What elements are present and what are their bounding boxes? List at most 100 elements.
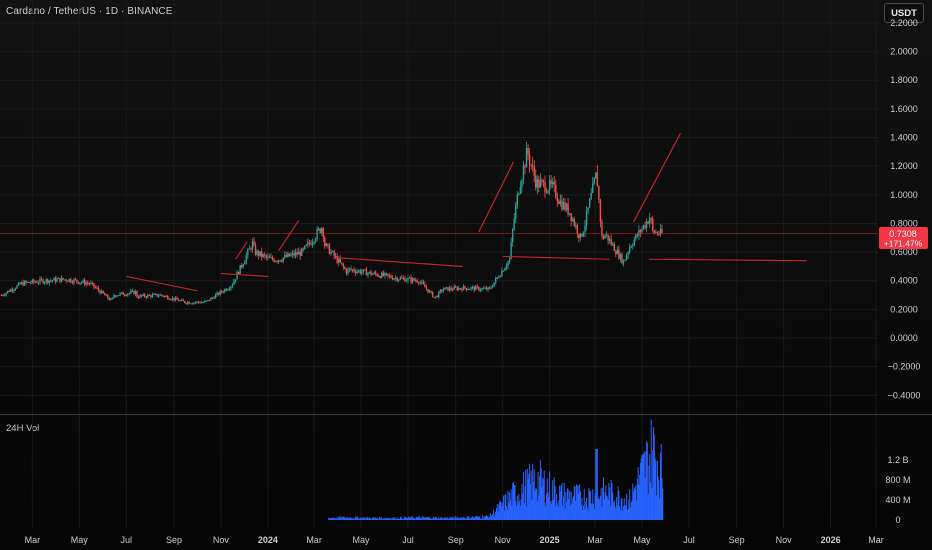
- candle-body: [105, 294, 107, 296]
- candle-body: [139, 295, 141, 298]
- candle-body: [556, 197, 559, 202]
- volume-bar: [537, 471, 539, 520]
- volume-bar: [383, 518, 385, 520]
- volume-bar: [636, 479, 638, 520]
- candle-body: [619, 254, 622, 259]
- candle-body: [301, 248, 303, 256]
- volume-bar: [630, 502, 632, 520]
- currency-button[interactable]: USDT: [884, 3, 924, 23]
- candle-body: [433, 297, 435, 299]
- trendline[interactable]: [235, 241, 248, 260]
- candle-body: [590, 193, 592, 200]
- candle-body: [128, 293, 131, 295]
- volume-bar: [452, 516, 454, 520]
- volume-bar: [419, 517, 421, 520]
- candle-body: [555, 184, 557, 198]
- volume-bar: [504, 494, 506, 520]
- volume-bar: [395, 519, 397, 520]
- candle-body: [516, 194, 518, 206]
- trendline[interactable]: [648, 258, 807, 262]
- volume-bar: [414, 517, 416, 520]
- candle-body: [241, 264, 243, 267]
- trendline[interactable]: [502, 255, 610, 260]
- time-tick: Mar: [306, 535, 322, 545]
- volume-bar: [479, 516, 481, 520]
- volume-bar: [433, 518, 435, 520]
- candle-body: [108, 298, 111, 300]
- volume-bar: [523, 503, 525, 520]
- volume-bar: [532, 481, 534, 520]
- candle-body: [211, 297, 214, 299]
- candle-body: [271, 257, 274, 260]
- trendline[interactable]: [337, 257, 463, 267]
- candle-body: [331, 251, 334, 253]
- volume-bar: [358, 519, 360, 520]
- candle-body: [575, 225, 577, 227]
- volume-bar: [400, 516, 402, 520]
- volume-axis[interactable]: 1.2 B 800 M 400 M 0: [885, 455, 910, 525]
- volume-bar: [613, 502, 615, 520]
- volume-bar: [616, 505, 618, 520]
- candle-body: [239, 264, 241, 275]
- volume-bar: [469, 517, 471, 520]
- candle-body: [165, 295, 167, 297]
- candle-body: [362, 269, 365, 272]
- volume-bar: [377, 518, 379, 520]
- candle-body: [0, 295, 3, 297]
- candle-body: [513, 218, 515, 230]
- price-tick: 1.8000: [890, 75, 918, 85]
- volume-bar: [574, 486, 576, 520]
- candle-body: [624, 259, 626, 262]
- candle-body: [311, 242, 314, 245]
- volume-bar: [646, 443, 648, 520]
- volume-bar: [341, 518, 343, 520]
- candle-body: [103, 293, 106, 296]
- volume-bar: [397, 518, 399, 520]
- candle-body: [140, 295, 143, 297]
- candle-body: [582, 232, 585, 237]
- candle-body: [564, 202, 566, 210]
- volume-bar: [385, 518, 387, 520]
- time-axis[interactable]: Mar May Jul Sep Nov 2024 Mar May Jul Sep Nov 2025 Ma…: [25, 535, 884, 545]
- volume-bar: [393, 518, 395, 520]
- volume-bar: [617, 486, 619, 520]
- volume-bar: [335, 518, 337, 520]
- volume-bar: [654, 457, 656, 520]
- candle-body: [56, 279, 58, 282]
- volume-bar: [640, 458, 642, 520]
- candle-body: [313, 241, 315, 243]
- price-axis[interactable]: 2.2000 2.0000 1.8000 1.6000 1.4000 1.2000 1.00…: [888, 18, 921, 400]
- trendline[interactable]: [633, 132, 681, 223]
- volume-bar: [435, 517, 437, 520]
- candle-body: [635, 234, 637, 240]
- trendline[interactable]: [220, 273, 268, 277]
- candle-body: [37, 282, 40, 284]
- candle-body: [485, 287, 488, 290]
- volume-bar: [619, 509, 621, 520]
- volume-bar: [490, 516, 492, 520]
- candle-body: [231, 284, 234, 287]
- volume-bar: [526, 506, 528, 520]
- volume-bar: [494, 513, 496, 520]
- volume-bar: [626, 510, 628, 520]
- trendline[interactable]: [126, 275, 198, 292]
- volume-bar: [489, 513, 491, 520]
- candle-body: [14, 288, 17, 290]
- volume-bar: [444, 518, 446, 520]
- candle-body: [650, 218, 652, 220]
- candle-body: [116, 295, 118, 297]
- volume-bar: [551, 500, 553, 520]
- volume-bar: [609, 506, 611, 520]
- volume-bar: [570, 491, 572, 520]
- volume-bar: [425, 517, 427, 520]
- trendline[interactable]: [278, 220, 300, 251]
- volume-bar: [542, 477, 544, 520]
- candle-body: [196, 301, 198, 303]
- volume-bar: [404, 517, 406, 520]
- candle-body: [630, 246, 632, 248]
- volume-bar: [626, 493, 628, 520]
- volume-bar: [389, 518, 391, 520]
- volume-bar: [509, 499, 511, 520]
- trendline[interactable]: [478, 161, 514, 233]
